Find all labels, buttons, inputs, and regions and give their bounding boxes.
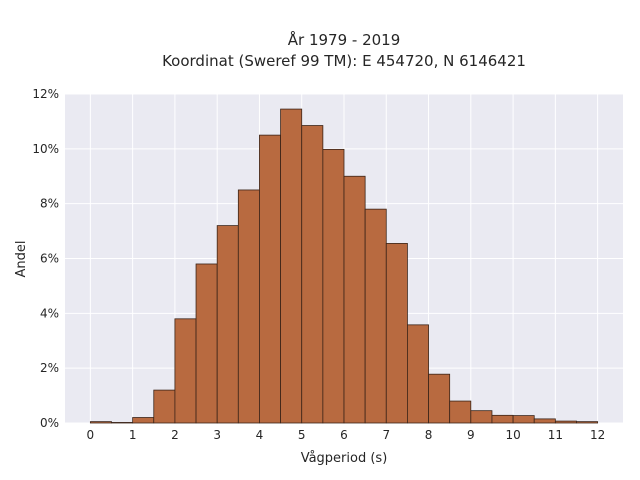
bar-18: [470, 410, 493, 424]
x-axis-label: Vågperiod (s): [301, 451, 388, 466]
bar-13: [364, 208, 387, 424]
y-tick-label-1: 2%: [40, 361, 59, 375]
x-tick-label-0: 0: [87, 428, 95, 442]
bars: [89, 108, 599, 424]
bar-14: [385, 243, 408, 424]
bar-23: [576, 421, 599, 424]
bar-2: [132, 417, 155, 424]
bar-22: [554, 420, 577, 424]
y-axis-ticks: 0% 2% 4% 6% 8% 10% 12%: [32, 87, 59, 430]
chart-subtitle: Koordinat (Sweref 99 TM): E 454720, N 61…: [162, 52, 526, 70]
bar-15: [407, 324, 429, 424]
x-tick-label-6: 6: [340, 428, 348, 442]
bar-19: [491, 414, 514, 424]
x-tick-label-5: 5: [298, 428, 306, 442]
x-tick-label-7: 7: [382, 428, 390, 442]
y-tick-label-5: 10%: [32, 142, 59, 156]
x-tick-label-11: 11: [548, 428, 563, 442]
bar-17: [449, 400, 472, 424]
y-axis-label: Andel: [14, 241, 29, 278]
bar-20: [512, 415, 535, 424]
bar-8: [259, 134, 281, 424]
bar-5: [195, 263, 218, 424]
x-axis-ticks: 0 1 2 3 4 5 6 7 8 9 10 11 12: [87, 428, 606, 442]
x-tick-label-8: 8: [425, 428, 433, 442]
bar-11: [322, 148, 345, 424]
bar-10: [301, 125, 324, 424]
x-tick-label-4: 4: [256, 428, 264, 442]
x-tick-label-1: 1: [129, 428, 137, 442]
bar-7: [237, 189, 260, 424]
x-tick-label-10: 10: [505, 428, 520, 442]
bar-6: [216, 225, 239, 424]
x-tick-label-9: 9: [467, 428, 475, 442]
x-tick-label-12: 12: [590, 428, 605, 442]
x-tick-label-3: 3: [213, 428, 221, 442]
bar-4: [174, 318, 197, 424]
y-tick-label-3: 6%: [40, 252, 59, 266]
bar-16: [428, 373, 451, 424]
x-tick-label-2: 2: [171, 428, 179, 442]
bar-1: [111, 422, 134, 424]
bar-21: [533, 418, 556, 424]
y-tick-label-2: 4%: [40, 306, 59, 320]
bar-0: [89, 421, 112, 424]
y-tick-label-0: 0%: [40, 416, 59, 430]
bar-12: [343, 175, 366, 424]
y-tick-label-4: 8%: [40, 197, 59, 211]
y-tick-label-6: 12%: [32, 87, 59, 101]
bar-9: [280, 108, 303, 424]
bar-3: [153, 389, 176, 424]
chart-title: År 1979 - 2019: [288, 30, 401, 49]
